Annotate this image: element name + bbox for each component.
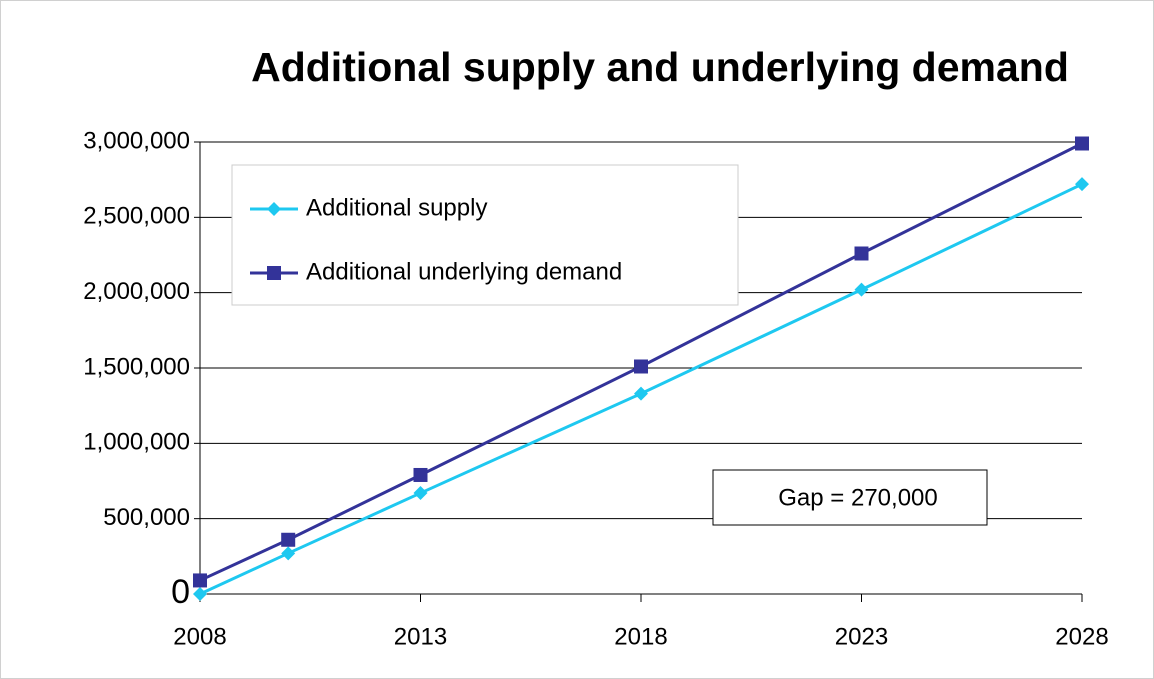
marker — [1075, 136, 1089, 151]
legend-label: Additional supply — [306, 194, 487, 221]
x-tick-label: 2028 — [1055, 623, 1108, 650]
y-tick-label: 2,500,000 — [83, 203, 190, 230]
annotation-box — [712, 469, 988, 526]
legend-label: Additional underlying demand — [306, 258, 622, 285]
y-tick-label: 0 — [171, 573, 190, 611]
marker — [634, 386, 648, 401]
x-tick-label: 2023 — [835, 623, 888, 650]
series-line — [199, 182, 1083, 596]
marker — [281, 532, 296, 547]
marker — [413, 467, 428, 482]
marker — [267, 266, 281, 280]
y-tick-label: 3,000,000 — [83, 127, 190, 154]
marker — [193, 587, 207, 601]
legend — [231, 164, 739, 306]
x-tick-label: 2013 — [394, 623, 447, 650]
y-tick-label: 1,500,000 — [83, 353, 190, 380]
marker — [281, 546, 296, 561]
marker — [634, 359, 648, 374]
series-line — [199, 142, 1083, 582]
chart-title: Additional supply and underlying demand — [251, 44, 1069, 90]
annotation: Gap = 270,000 — [778, 484, 937, 511]
x-tick-label: 2018 — [614, 623, 667, 650]
marker — [193, 573, 207, 588]
y-tick-label: 2,000,000 — [83, 278, 190, 305]
marker — [1075, 177, 1089, 192]
marker — [854, 282, 869, 297]
y-tick-label: 1,000,000 — [83, 429, 190, 456]
marker — [267, 202, 281, 216]
y-tick-label: 500,000 — [103, 504, 190, 531]
marker — [854, 246, 869, 261]
marker — [413, 486, 428, 501]
x-tick-label: 2008 — [173, 623, 226, 650]
